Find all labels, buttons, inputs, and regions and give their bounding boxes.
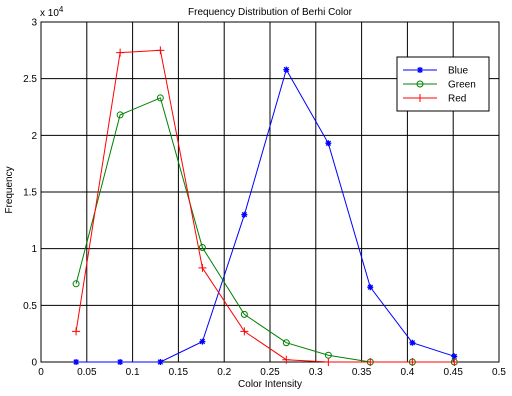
data-point-green (282, 339, 290, 347)
x-tick-label: 0.05 (77, 367, 97, 378)
data-point-red (156, 46, 165, 55)
y-tick-label: 2 (31, 131, 37, 142)
chart-title: Frequency Distribution of Berhi Color (188, 7, 353, 18)
data-point-red (240, 327, 249, 336)
legend-item-green: Green (403, 80, 476, 91)
x-tick-label: 0.5 (492, 367, 506, 378)
y-tick-label: 1.5 (23, 188, 37, 199)
x-tick-label: 0 (38, 367, 44, 378)
legend-marker-red (416, 94, 424, 102)
y-tick-label: 0 (31, 358, 37, 369)
plot-area (40, 21, 500, 363)
x-tick-label: 0.3 (309, 367, 323, 378)
data-point-blue (367, 284, 374, 291)
data-point-green (240, 310, 248, 318)
y-multiplier-label: x 104 (40, 5, 64, 19)
data-point-green (156, 94, 164, 102)
data-point-red (324, 358, 333, 366)
series-line-red (75, 49, 455, 363)
data-point-blue (409, 339, 416, 346)
legend-marker-green (416, 80, 424, 88)
data-point-green (198, 244, 206, 252)
data-point-red (366, 358, 375, 366)
x-tick-label: 0.45 (443, 367, 463, 378)
grid (41, 22, 499, 362)
series-line-blue (76, 68, 455, 363)
legend-marker-blue (417, 67, 423, 73)
data-point-blue (325, 140, 332, 147)
data-point-blue (117, 359, 124, 365)
legend-label-green: Green (448, 80, 476, 91)
data-point-red (198, 263, 207, 272)
data-point-green (116, 111, 124, 119)
legend-label-red: Red (448, 94, 466, 105)
legend: Blue Green Red (396, 56, 490, 112)
series-layer (72, 46, 459, 366)
data-point-blue (199, 338, 206, 345)
data-point-red (116, 48, 125, 57)
x-tick-label: 0.35 (352, 367, 372, 378)
y-axis-label: Frequency (4, 166, 15, 213)
x-axis-label: Color Intensity (238, 379, 302, 390)
data-point-red (72, 327, 81, 336)
data-point-blue (241, 211, 248, 218)
legend-item-red: Red (403, 94, 466, 105)
axis-ticks: 0 0.05 0.1 0.15 0.2 0.25 0.3 0.35 0.4 0.45 0.5 0 0.5… (23, 18, 506, 379)
x-tick-label: 0.25 (260, 367, 280, 378)
legend-label-blue: Blue (448, 66, 468, 77)
series-red (72, 46, 459, 366)
data-point-blue (157, 359, 164, 365)
legend-item-blue: Blue (403, 66, 468, 77)
data-point-blue (451, 353, 458, 360)
x-tick-label: 0.4 (400, 367, 414, 378)
data-point-green (72, 280, 80, 288)
x-tick-label: 0.15 (169, 367, 189, 378)
x-tick-label: 0.1 (126, 367, 140, 378)
data-point-blue (73, 359, 80, 365)
data-point-red (282, 355, 291, 364)
y-tick-label: 1 (31, 244, 37, 255)
series-blue (73, 66, 458, 365)
data-point-blue (283, 66, 290, 73)
data-point-red (408, 358, 417, 366)
y-tick-label: 3 (31, 18, 37, 29)
y-tick-label: 0.5 (23, 301, 37, 312)
y-tick-label: 2.5 (23, 74, 37, 85)
x-tick-label: 0.2 (217, 367, 231, 378)
data-point-red (450, 358, 459, 366)
